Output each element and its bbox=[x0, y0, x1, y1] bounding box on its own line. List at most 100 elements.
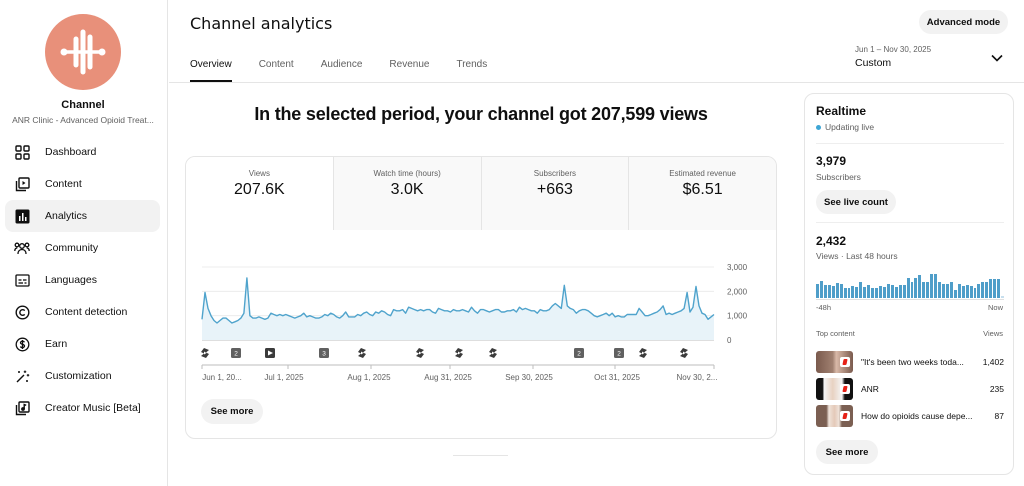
realtime-bar[interactable] bbox=[965, 284, 969, 298]
sidebar-item-earn[interactable]: Earn bbox=[5, 328, 160, 360]
upload-count-marker[interactable] bbox=[319, 348, 329, 358]
x-tick-label: Jul 1, 2025 bbox=[264, 373, 304, 382]
realtime-bar[interactable] bbox=[843, 288, 847, 298]
play-icon bbox=[268, 350, 273, 356]
realtime-bar[interactable] bbox=[930, 274, 934, 298]
metric-value: 3.0K bbox=[390, 181, 424, 198]
realtime-bar[interactable] bbox=[831, 286, 835, 298]
realtime-bar[interactable] bbox=[926, 281, 930, 298]
see-more-button[interactable]: See more bbox=[816, 440, 878, 464]
metric-views[interactable]: Views 207.6K bbox=[186, 157, 333, 230]
channel-avatar[interactable] bbox=[45, 14, 121, 90]
tab-content[interactable]: Content bbox=[258, 59, 294, 70]
upload-count-marker[interactable] bbox=[614, 348, 624, 358]
realtime-bar[interactable] bbox=[981, 281, 985, 298]
advanced-mode-button[interactable]: Advanced mode bbox=[919, 10, 1008, 34]
realtime-bar[interactable] bbox=[851, 286, 855, 298]
realtime-bar[interactable] bbox=[863, 287, 867, 298]
realtime-bar[interactable] bbox=[969, 286, 973, 298]
realtime-bar[interactable] bbox=[839, 283, 843, 298]
realtime-bar[interactable] bbox=[957, 283, 961, 298]
sidebar-item-label: Dashboard bbox=[45, 146, 97, 158]
metric-watch-time[interactable]: Watch time (hours) 3.0K bbox=[332, 157, 481, 230]
metric-revenue[interactable]: Estimated revenue $6.51 bbox=[628, 157, 776, 230]
play-icon bbox=[642, 351, 645, 355]
realtime-bar[interactable] bbox=[977, 283, 981, 298]
see-more-button[interactable]: See more bbox=[201, 399, 263, 424]
realtime-bar[interactable] bbox=[898, 284, 902, 298]
realtime-bar[interactable] bbox=[855, 287, 859, 298]
upload-count-marker[interactable] bbox=[231, 348, 241, 358]
tab-trends[interactable]: Trends bbox=[456, 59, 488, 70]
realtime-bar[interactable] bbox=[902, 284, 906, 298]
realtime-bar[interactable] bbox=[997, 279, 1001, 298]
realtime-bar[interactable] bbox=[938, 281, 941, 298]
realtime-bar[interactable] bbox=[816, 283, 819, 298]
metric-label: Estimated revenue bbox=[669, 169, 736, 178]
realtime-bar[interactable] bbox=[985, 281, 989, 298]
realtime-bar[interactable] bbox=[961, 286, 965, 298]
upload-count-marker[interactable] bbox=[574, 348, 584, 358]
realtime-bar[interactable] bbox=[949, 281, 953, 298]
overview-card: Views 207.6K Watch time (hours) 3.0K Sub… bbox=[185, 156, 777, 439]
content-views: 1,402 bbox=[982, 357, 1004, 367]
realtime-bar[interactable] bbox=[882, 287, 886, 298]
realtime-bar[interactable] bbox=[890, 284, 894, 298]
realtime-bar[interactable] bbox=[993, 279, 997, 298]
realtime-bar[interactable] bbox=[875, 288, 878, 298]
realtime-bar-chart[interactable] bbox=[816, 272, 1004, 298]
top-content-item[interactable]: How do opioids cause depe... 87 bbox=[816, 405, 1004, 427]
realtime-bar[interactable] bbox=[879, 286, 882, 298]
sidebar-item-languages[interactable]: Languages bbox=[5, 264, 160, 296]
content-views: 235 bbox=[989, 384, 1004, 394]
see-live-count-button[interactable]: See live count bbox=[816, 190, 896, 214]
realtime-bar[interactable] bbox=[973, 288, 977, 298]
sidebar-item-creator-music[interactable]: Creator Music [Beta] bbox=[5, 392, 160, 424]
sidebar-item-content[interactable]: Content bbox=[5, 168, 160, 200]
sidebar-item-customization[interactable]: Customization bbox=[5, 360, 160, 392]
sidebar-item-content-detection[interactable]: Content detection bbox=[5, 296, 160, 328]
realtime-bar[interactable] bbox=[859, 281, 863, 298]
y-tick-label: 2,000 bbox=[727, 287, 748, 296]
realtime-bar[interactable] bbox=[819, 280, 823, 298]
realtime-bar[interactable] bbox=[914, 278, 918, 298]
x-tick-label: Nov 30, 2... bbox=[677, 373, 718, 382]
realtime-bar[interactable] bbox=[886, 283, 890, 298]
tab-audience[interactable]: Audience bbox=[320, 59, 363, 70]
date-range-text: Jun 1 – Nov 30, 2025 bbox=[855, 45, 932, 54]
metric-subscribers[interactable]: Subscribers +663 bbox=[480, 157, 629, 230]
languages-icon bbox=[14, 272, 30, 288]
realtime-bar[interactable] bbox=[918, 275, 922, 298]
realtime-bar[interactable] bbox=[894, 287, 898, 298]
realtime-bar[interactable] bbox=[945, 283, 949, 298]
realtime-bar[interactable] bbox=[871, 288, 875, 298]
sidebar-item-community[interactable]: Community bbox=[5, 232, 160, 264]
realtime-bar[interactable] bbox=[942, 283, 945, 298]
realtime-bar[interactable] bbox=[823, 284, 827, 298]
top-content-item[interactable]: "It's been two weeks toda... 1,402 bbox=[816, 351, 1004, 373]
sidebar-item-dashboard[interactable]: Dashboard bbox=[5, 136, 160, 168]
sidebar-item-analytics[interactable]: Analytics bbox=[5, 200, 160, 232]
realtime-bar[interactable] bbox=[847, 288, 851, 298]
tab-overview[interactable]: Overview bbox=[190, 59, 232, 82]
realtime-bar[interactable] bbox=[989, 279, 993, 298]
realtime-bar[interactable] bbox=[867, 284, 871, 298]
date-preset[interactable]: Custom bbox=[855, 57, 892, 69]
top-content-item[interactable]: ANR 235 bbox=[816, 378, 1004, 400]
live-status-text: Updating live bbox=[825, 122, 875, 132]
realtime-bar[interactable] bbox=[910, 281, 914, 298]
music-library-icon bbox=[14, 400, 30, 416]
tab-revenue[interactable]: Revenue bbox=[389, 59, 430, 70]
dashboard-icon bbox=[14, 144, 30, 160]
realtime-bar[interactable] bbox=[827, 284, 831, 298]
realtime-bar[interactable] bbox=[906, 278, 910, 298]
realtime-bar[interactable] bbox=[835, 282, 839, 298]
realtime-bar[interactable] bbox=[953, 290, 957, 298]
play-icon bbox=[492, 351, 495, 355]
content-views: 87 bbox=[994, 411, 1004, 421]
realtime-bar[interactable] bbox=[1001, 295, 1004, 298]
realtime-bar[interactable] bbox=[934, 274, 938, 298]
realtime-bar[interactable] bbox=[922, 281, 926, 298]
views-line-chart[interactable]: 3,000 2,000 1,000 0 2 3 2 2 Jun 1, 20... Jul 1, 2… bbox=[186, 230, 777, 390]
chevron-down-icon[interactable] bbox=[990, 52, 1004, 64]
